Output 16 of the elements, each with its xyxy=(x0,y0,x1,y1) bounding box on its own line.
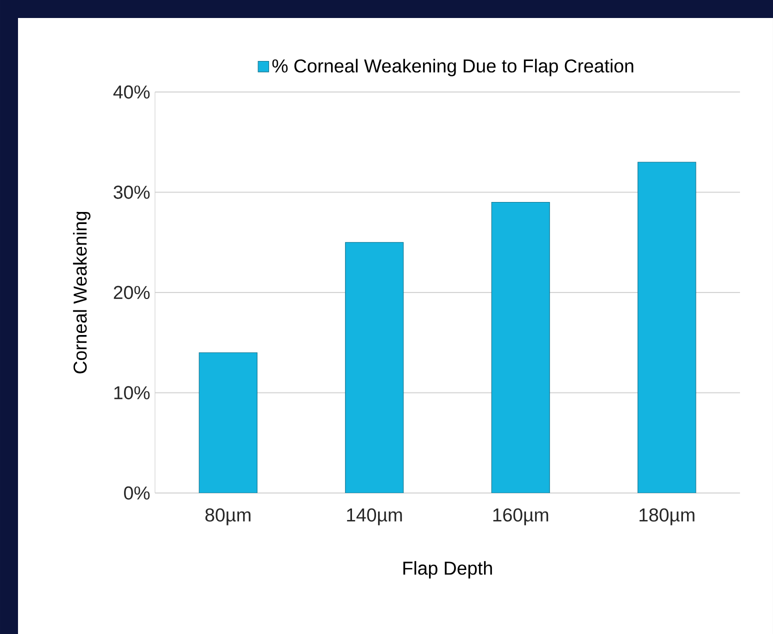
x-tick-label: 180µm xyxy=(640,508,694,526)
bar xyxy=(198,352,258,493)
y-tick-label: 40% xyxy=(113,85,150,99)
bar xyxy=(638,162,696,493)
y-tick-label: 20% xyxy=(114,286,150,300)
y-tick-label: 0% xyxy=(124,486,150,500)
y-axis-title: Corneal Weakening xyxy=(73,212,90,374)
legend-label: % Corneal Weakening Due to Flap Creation xyxy=(272,58,634,76)
x-tick-label: 160µm xyxy=(493,508,548,526)
y-tick-label: 30% xyxy=(114,186,150,199)
bar xyxy=(491,202,550,493)
y-tick-label: 10% xyxy=(114,386,150,400)
x-tick-label: 140µm xyxy=(347,508,402,526)
bar xyxy=(345,242,404,493)
x-tick-label: 80µm xyxy=(205,508,250,526)
x-axis-title: Flap Depth xyxy=(403,561,492,578)
